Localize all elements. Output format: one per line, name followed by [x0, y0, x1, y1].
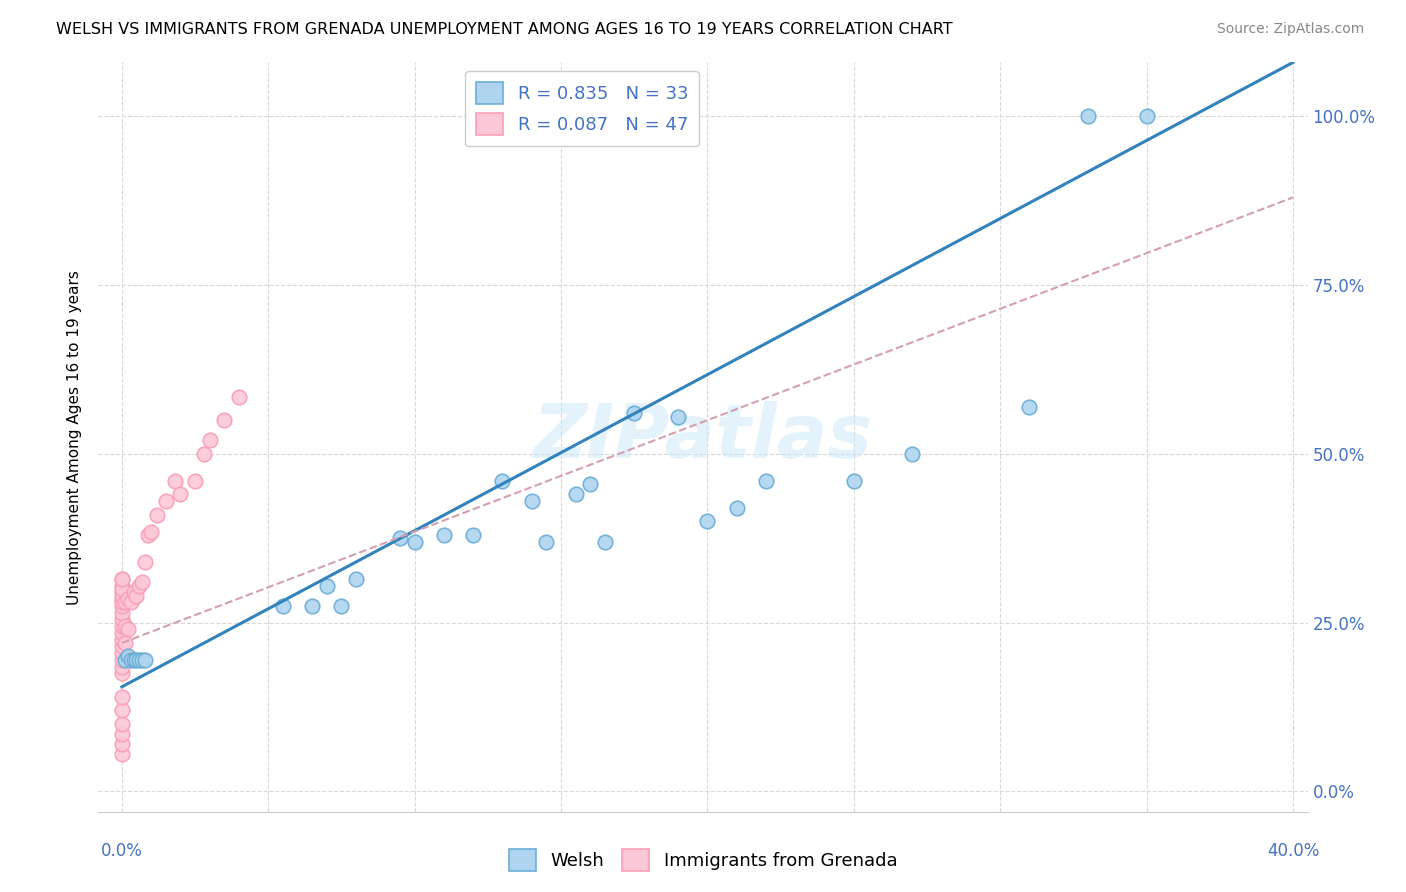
Point [139, 524, 162, 539]
Point [111, 625, 134, 640]
Point [111, 612, 134, 626]
Point [579, 477, 602, 491]
Point [463, 528, 485, 542]
Point [520, 494, 543, 508]
Point [111, 666, 134, 681]
Point [111, 717, 134, 731]
Point [842, 474, 865, 488]
Text: 40.0%: 40.0% [1267, 842, 1319, 860]
Point [111, 747, 134, 762]
Point [134, 555, 156, 569]
Point [131, 575, 153, 590]
Point [111, 599, 134, 613]
Point [111, 727, 134, 741]
Text: 0.0%: 0.0% [101, 842, 143, 860]
Point [163, 474, 186, 488]
Point [193, 447, 215, 461]
Point [111, 572, 134, 586]
Text: Source: ZipAtlas.com: Source: ZipAtlas.com [1216, 22, 1364, 37]
Point [120, 653, 142, 667]
Point [184, 474, 207, 488]
Point [1135, 110, 1157, 124]
Point [117, 623, 139, 637]
Point [117, 649, 139, 664]
Point [404, 534, 426, 549]
Point [120, 595, 142, 609]
Point [111, 606, 134, 620]
Point [111, 582, 134, 596]
Point [169, 487, 191, 501]
Point [696, 515, 718, 529]
Point [901, 447, 924, 461]
Point [111, 646, 134, 660]
Point [136, 528, 159, 542]
Legend: Welsh, Immigrants from Grenada: Welsh, Immigrants from Grenada [502, 842, 904, 879]
Point [114, 636, 136, 650]
Point [122, 585, 145, 599]
Y-axis label: Unemployment Among Ages 16 to 19 years: Unemployment Among Ages 16 to 19 years [67, 269, 83, 605]
Point [111, 690, 134, 704]
Point [111, 592, 134, 607]
Point [128, 578, 150, 592]
Point [301, 599, 323, 613]
Point [315, 578, 337, 592]
Point [125, 589, 148, 603]
Point [755, 474, 778, 488]
Point [1018, 400, 1040, 414]
Point [122, 653, 145, 667]
Legend: R = 0.835   N = 33, R = 0.087   N = 47: R = 0.835 N = 33, R = 0.087 N = 47 [465, 71, 699, 146]
Point [536, 534, 558, 549]
Text: WELSH VS IMMIGRANTS FROM GRENADA UNEMPLOYMENT AMONG AGES 16 TO 19 YEARS CORRELAT: WELSH VS IMMIGRANTS FROM GRENADA UNEMPLO… [56, 22, 953, 37]
Point [111, 659, 134, 673]
Point [111, 585, 134, 599]
Point [344, 572, 367, 586]
Point [111, 578, 134, 592]
Point [623, 407, 645, 421]
Point [228, 390, 250, 404]
Point [1077, 110, 1099, 124]
Point [725, 500, 748, 515]
Point [125, 653, 148, 667]
Point [111, 737, 134, 751]
Point [491, 474, 513, 488]
Point [111, 572, 134, 586]
Point [146, 508, 169, 522]
Point [564, 487, 586, 501]
Point [111, 703, 134, 717]
Point [131, 653, 153, 667]
Point [111, 640, 134, 654]
Point [433, 528, 456, 542]
Point [114, 653, 136, 667]
Point [134, 653, 156, 667]
Point [128, 653, 150, 667]
Point [111, 653, 134, 667]
Point [111, 595, 134, 609]
Point [111, 589, 134, 603]
Text: ZIPatlas: ZIPatlas [533, 401, 873, 474]
Point [214, 413, 236, 427]
Point [388, 532, 411, 546]
Point [155, 494, 177, 508]
Point [111, 632, 134, 647]
Point [593, 534, 616, 549]
Point [330, 599, 353, 613]
Point [111, 619, 134, 633]
Point [666, 409, 689, 424]
Point [117, 592, 139, 607]
Point [114, 595, 136, 609]
Point [271, 599, 294, 613]
Point [198, 434, 221, 448]
Point [114, 619, 136, 633]
